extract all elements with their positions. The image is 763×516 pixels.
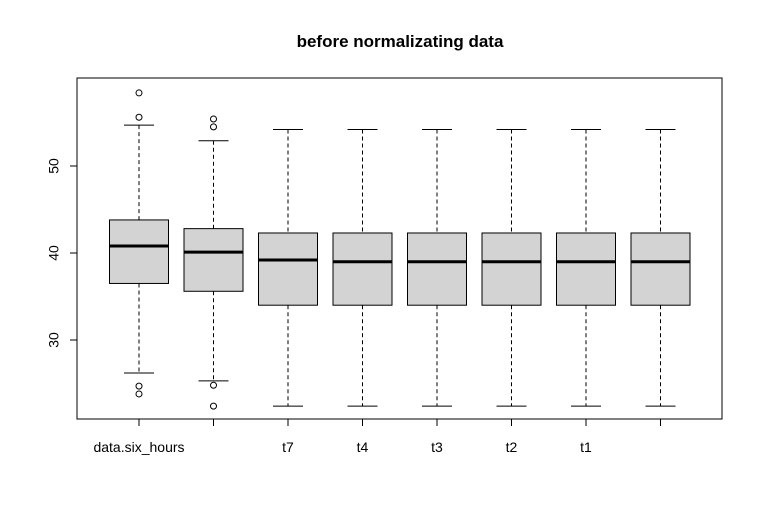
- iqr-box: [481, 232, 542, 306]
- y-tick-label: 50: [46, 158, 62, 174]
- outlier-point: [210, 123, 217, 131]
- plot-frame: [76, 77, 723, 420]
- x-tick-label: t1: [580, 439, 592, 455]
- iqr-box: [109, 219, 169, 284]
- iqr-box: [630, 232, 691, 306]
- x-axis: data.six_hours t7 t4 t3 t2 t1: [93, 418, 661, 455]
- box-4: [332, 128, 393, 407]
- outlier-point: [210, 115, 217, 123]
- y-tick-label: 30: [46, 332, 62, 348]
- box-group: [109, 89, 691, 410]
- y-axis: 30 40 50: [46, 158, 78, 348]
- box-1: [109, 89, 169, 398]
- outlier-point: [210, 381, 217, 389]
- iqr-box: [556, 232, 616, 306]
- x-tick-label: t3: [431, 439, 443, 455]
- y-tick-label: 40: [46, 245, 62, 261]
- x-tick-label: t2: [506, 439, 518, 455]
- box-8: [630, 128, 691, 407]
- iqr-box: [183, 228, 244, 292]
- outlier-point: [210, 402, 217, 410]
- iqr-box: [258, 232, 318, 306]
- box-7: [556, 128, 616, 407]
- x-tick-label: t4: [357, 439, 369, 455]
- x-tick-label: data.six_hours: [93, 439, 184, 455]
- iqr-box: [407, 232, 467, 306]
- outlier-point: [135, 89, 143, 97]
- box-5: [407, 128, 467, 407]
- iqr-box: [332, 232, 393, 306]
- chart-title: before normalizating data: [297, 32, 504, 51]
- box-2: [183, 115, 244, 410]
- x-tick-label: t7: [282, 439, 294, 455]
- outlier-point: [135, 390, 143, 398]
- box-6: [481, 128, 542, 407]
- outlier-point: [135, 382, 143, 390]
- box-3: [258, 128, 318, 407]
- outlier-point: [135, 113, 143, 121]
